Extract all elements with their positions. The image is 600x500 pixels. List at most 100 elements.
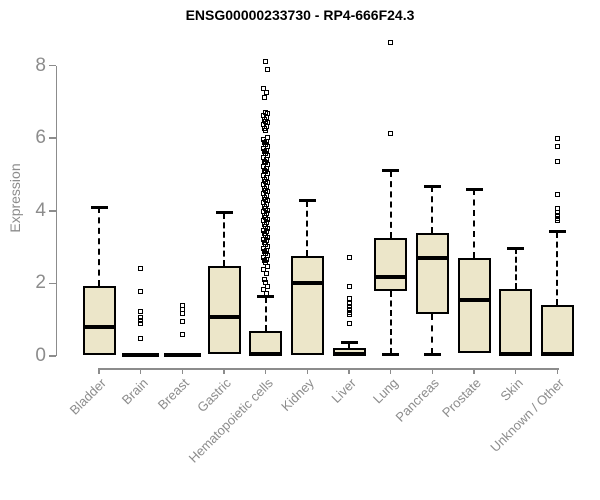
outlier-point: [265, 263, 271, 269]
y-tick-label: 0: [35, 345, 46, 366]
outlier-point: [138, 335, 144, 341]
upper-whisker-cap-pancreas: [423, 184, 441, 188]
outlier-point: [388, 130, 394, 136]
median-prostate: [457, 298, 491, 303]
upper-whisker-cap-skin: [507, 246, 525, 250]
y-tick: [48, 210, 56, 212]
upper-whisker-cap-bladder: [90, 205, 108, 209]
box-pancreas: [415, 232, 449, 314]
outlier-point: [264, 90, 270, 96]
median-brain: [122, 352, 160, 357]
x-tick: [389, 368, 392, 374]
y-tick: [48, 355, 56, 357]
x-axis-line: [99, 368, 559, 370]
outlier-point: [138, 289, 144, 295]
x-tick: [139, 368, 142, 374]
upper-whisker-cap-gastric: [215, 211, 233, 215]
outlier-point: [261, 287, 267, 293]
upper-whisker-line-hematopoietic-cells: [264, 296, 267, 331]
y-tick-label: 6: [35, 127, 46, 149]
upper-whisker-cap-unknown-other: [548, 230, 566, 234]
outlier-point: [179, 319, 185, 324]
median-kidney: [290, 281, 324, 286]
outlier-point: [265, 283, 271, 289]
upper-whisker-line-kidney: [306, 200, 309, 256]
y-tick-label: 2: [35, 272, 46, 294]
x-tick: [431, 368, 434, 374]
outlier-point: [346, 295, 352, 301]
median-hematopoietic-cells: [249, 352, 283, 357]
outlier-point: [554, 210, 560, 216]
outlier-point: [554, 191, 560, 197]
box-lung: [374, 238, 408, 292]
outlier-point: [138, 315, 144, 321]
x-tick: [556, 368, 559, 374]
outlier-point: [179, 310, 185, 316]
upper-whisker-cap-prostate: [465, 187, 483, 191]
x-tick: [348, 368, 350, 374]
outlier-point: [261, 267, 267, 273]
upper-whisker-line-prostate: [473, 189, 475, 258]
outlier-point: [138, 317, 144, 323]
box-bladder: [82, 285, 116, 356]
median-pancreas: [415, 255, 449, 260]
y-tick: [48, 137, 56, 139]
median-liver: [332, 352, 366, 357]
outlier-point: [264, 271, 270, 277]
outlier-point: [265, 66, 271, 72]
upper-whisker-line-pancreas: [431, 186, 434, 233]
lower-whisker-line-lung: [389, 291, 392, 355]
upper-whisker-line-unknown-other: [556, 231, 559, 306]
outlier-point: [138, 320, 144, 326]
median-unknown-other: [540, 352, 574, 357]
median-gastric: [207, 314, 241, 319]
outlier-point: [261, 85, 267, 91]
x-tick: [264, 368, 267, 374]
outlier-point: [554, 159, 560, 165]
upper-whisker-line-bladder: [98, 207, 100, 286]
outlier-point: [346, 254, 352, 260]
outlier-point: [263, 59, 269, 65]
upper-whisker-cap-hematopoietic-cells: [257, 295, 275, 299]
upper-whisker-cap-kidney: [298, 199, 316, 203]
upper-whisker-line-lung: [389, 170, 392, 238]
box-skin: [499, 289, 533, 356]
chart-title: ENSG00000233730 - RP4-666F24.3: [185, 7, 415, 23]
outlier-point: [264, 291, 270, 297]
median-breast: [163, 352, 201, 357]
outlier-point: [554, 217, 560, 223]
lower-whisker-cap-lung: [382, 352, 400, 356]
outlier-point: [346, 307, 352, 313]
upper-whisker-line-gastric: [223, 212, 225, 267]
box-hematopoietic-cells: [249, 330, 283, 356]
outlier-point: [554, 135, 560, 141]
x-tick: [98, 368, 100, 374]
lower-whisker-cap-pancreas: [423, 352, 441, 356]
outlier-point: [138, 309, 144, 315]
median-lung: [374, 275, 408, 280]
y-tick: [48, 282, 56, 285]
y-tick: [48, 64, 56, 67]
lower-whisker-line-pancreas: [431, 313, 434, 355]
outlier-point: [263, 127, 269, 133]
box-kidney: [290, 255, 324, 356]
outlier-point: [346, 284, 352, 290]
outlier-point: [554, 212, 560, 218]
outlier-point: [138, 265, 144, 271]
y-tick-label: 4: [35, 199, 46, 221]
outlier-point: [346, 304, 352, 310]
x-tick: [514, 368, 517, 374]
upper-whisker-cap-lung: [382, 169, 400, 173]
upper-whisker-line-skin: [514, 248, 517, 290]
box-gastric: [207, 266, 241, 355]
upper-whisker-cap-liver: [340, 341, 358, 345]
median-bladder: [82, 325, 116, 330]
outlier-point: [346, 309, 352, 315]
outlier-point: [179, 332, 185, 338]
outlier-point: [262, 95, 268, 101]
outlier-point: [554, 144, 560, 150]
x-tick: [306, 368, 309, 374]
outlier-point: [346, 320, 352, 326]
